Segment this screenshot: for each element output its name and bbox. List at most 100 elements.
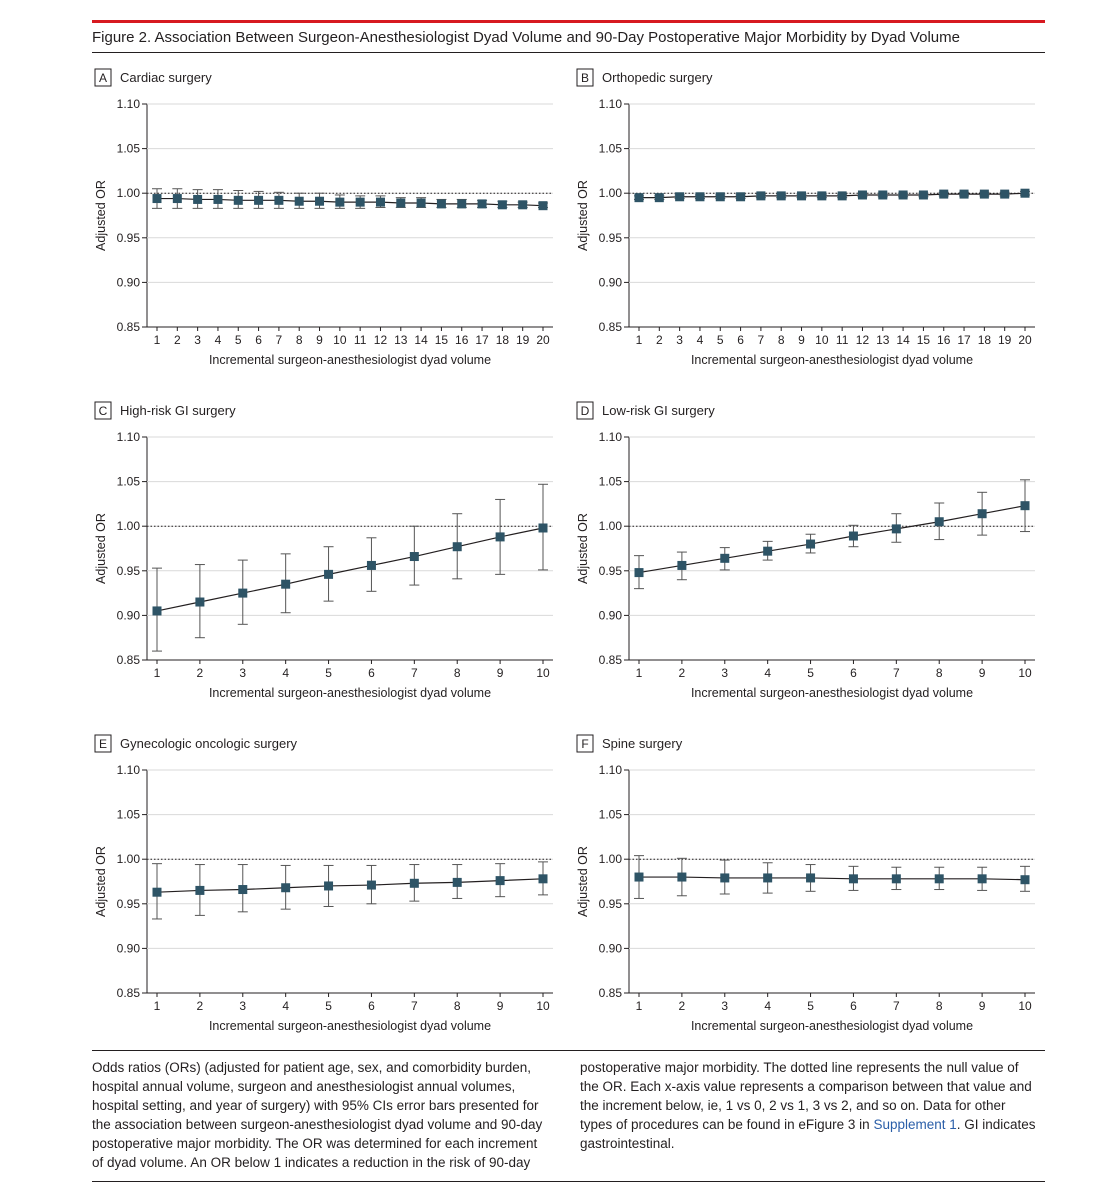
x-tick-label: 1 bbox=[636, 333, 643, 347]
x-tick-label: 10 bbox=[1018, 999, 1032, 1013]
data-point bbox=[457, 199, 467, 209]
panel-title: Gynecologic oncologic surgery bbox=[120, 736, 298, 751]
data-point bbox=[238, 588, 248, 598]
data-point bbox=[315, 196, 325, 206]
panel-letter: C bbox=[99, 404, 108, 418]
panel-title: Orthopedic surgery bbox=[602, 70, 713, 85]
y-tick-label: 1.10 bbox=[117, 430, 141, 444]
x-tick-label: 12 bbox=[374, 333, 388, 347]
x-tick-label: 12 bbox=[856, 333, 870, 347]
x-tick-label: 16 bbox=[937, 333, 951, 347]
data-point bbox=[416, 198, 426, 208]
x-tick-label: 6 bbox=[850, 666, 857, 680]
panel-title: High-risk GI surgery bbox=[120, 403, 236, 418]
panel-title: Cardiac surgery bbox=[120, 70, 212, 85]
y-tick-label: 1.05 bbox=[599, 475, 623, 489]
data-point bbox=[634, 193, 644, 203]
y-tick-label: 1.05 bbox=[599, 142, 623, 156]
x-tick-label: 2 bbox=[656, 333, 663, 347]
data-point bbox=[355, 197, 365, 207]
data-point bbox=[238, 885, 248, 895]
y-tick-label: 1.10 bbox=[117, 97, 141, 111]
data-point bbox=[152, 194, 162, 204]
x-tick-label: 10 bbox=[333, 333, 347, 347]
data-point bbox=[878, 190, 888, 200]
data-point bbox=[452, 877, 462, 887]
x-tick-label: 7 bbox=[893, 999, 900, 1013]
data-point bbox=[720, 873, 730, 883]
data-point bbox=[195, 597, 205, 607]
y-tick-label: 1.10 bbox=[599, 430, 623, 444]
x-tick-label: 17 bbox=[475, 333, 489, 347]
x-tick-label: 10 bbox=[815, 333, 829, 347]
x-tick-label: 1 bbox=[154, 666, 161, 680]
figure-panels: A Cardiac surgery 0.85 0.90 0.95 1.00 1.05 1.10… bbox=[94, 68, 1035, 1033]
x-tick-label: 4 bbox=[697, 333, 704, 347]
x-tick-label: 1 bbox=[154, 333, 161, 347]
y-tick-label: 1.00 bbox=[117, 186, 141, 200]
x-tick-label: 8 bbox=[454, 999, 461, 1013]
data-point bbox=[736, 192, 746, 202]
data-point bbox=[720, 553, 730, 563]
y-axis-label: Adjusted OR bbox=[94, 846, 108, 917]
x-axis-label: Incremental surgeon-anesthesiologist dya… bbox=[691, 353, 973, 367]
x-tick-label: 19 bbox=[516, 333, 530, 347]
x-tick-label: 20 bbox=[1018, 333, 1032, 347]
data-point bbox=[797, 191, 807, 201]
y-tick-label: 0.85 bbox=[599, 986, 623, 1000]
panel-b: B Orthopedic surgery 0.85 0.90 0.95 1.00 1.05 1… bbox=[576, 68, 1035, 367]
data-point bbox=[172, 194, 182, 204]
data-point bbox=[366, 560, 376, 570]
x-tick-label: 1 bbox=[636, 999, 643, 1013]
x-axis-label: Incremental surgeon-anesthesiologist dya… bbox=[209, 353, 491, 367]
caption-right-column: postoperative major morbidity. The dotte… bbox=[580, 1058, 1040, 1153]
x-tick-label: 8 bbox=[454, 666, 461, 680]
y-tick-label: 1.00 bbox=[117, 852, 141, 866]
y-tick-label: 0.90 bbox=[117, 941, 141, 955]
panel-letter-box bbox=[576, 68, 594, 87]
y-tick-label: 1.00 bbox=[117, 519, 141, 533]
bottom-divider bbox=[92, 1181, 1045, 1182]
data-point bbox=[634, 568, 644, 578]
data-point bbox=[233, 195, 243, 205]
x-tick-label: 3 bbox=[721, 999, 728, 1013]
caption-left-column: Odds ratios (ORs) (adjusted for patient … bbox=[92, 1060, 543, 1170]
y-tick-label: 1.05 bbox=[599, 808, 623, 822]
x-tick-label: 3 bbox=[721, 666, 728, 680]
x-axis-label: Incremental surgeon-anesthesiologist dya… bbox=[691, 1019, 973, 1033]
data-point bbox=[939, 189, 949, 199]
panel-letter: D bbox=[581, 404, 590, 418]
data-point bbox=[375, 197, 385, 207]
y-tick-label: 1.05 bbox=[117, 142, 141, 156]
caption-right-tail: . GI indicates gastrointestinal. bbox=[580, 1117, 1036, 1151]
supplement-link[interactable]: Supplement 1 bbox=[873, 1117, 957, 1132]
y-tick-label: 0.90 bbox=[599, 608, 623, 622]
panel-title: Low-risk GI surgery bbox=[602, 403, 715, 418]
x-tick-label: 7 bbox=[411, 999, 418, 1013]
panel-letter: E bbox=[99, 737, 107, 751]
x-tick-label: 10 bbox=[536, 666, 550, 680]
x-tick-label: 7 bbox=[276, 333, 283, 347]
x-tick-label: 6 bbox=[368, 666, 375, 680]
x-tick-label: 9 bbox=[316, 333, 323, 347]
data-point bbox=[1020, 188, 1030, 198]
data-point bbox=[763, 546, 773, 556]
data-point bbox=[1000, 189, 1010, 199]
x-tick-label: 5 bbox=[807, 999, 814, 1013]
data-point bbox=[891, 874, 901, 884]
data-point bbox=[763, 873, 773, 883]
x-tick-label: 3 bbox=[676, 333, 683, 347]
y-tick-label: 1.10 bbox=[599, 763, 623, 777]
x-tick-label: 4 bbox=[764, 999, 771, 1013]
y-tick-label: 0.90 bbox=[117, 608, 141, 622]
y-tick-label: 0.95 bbox=[117, 564, 141, 578]
x-tick-label: 3 bbox=[194, 333, 201, 347]
panel-letter: A bbox=[99, 71, 107, 85]
x-axis-label: Incremental surgeon-anesthesiologist dya… bbox=[691, 686, 973, 700]
x-tick-label: 5 bbox=[807, 666, 814, 680]
x-tick-label: 6 bbox=[737, 333, 744, 347]
data-point bbox=[677, 560, 687, 570]
x-tick-label: 9 bbox=[798, 333, 805, 347]
x-tick-label: 11 bbox=[354, 333, 367, 347]
x-tick-label: 9 bbox=[979, 666, 986, 680]
